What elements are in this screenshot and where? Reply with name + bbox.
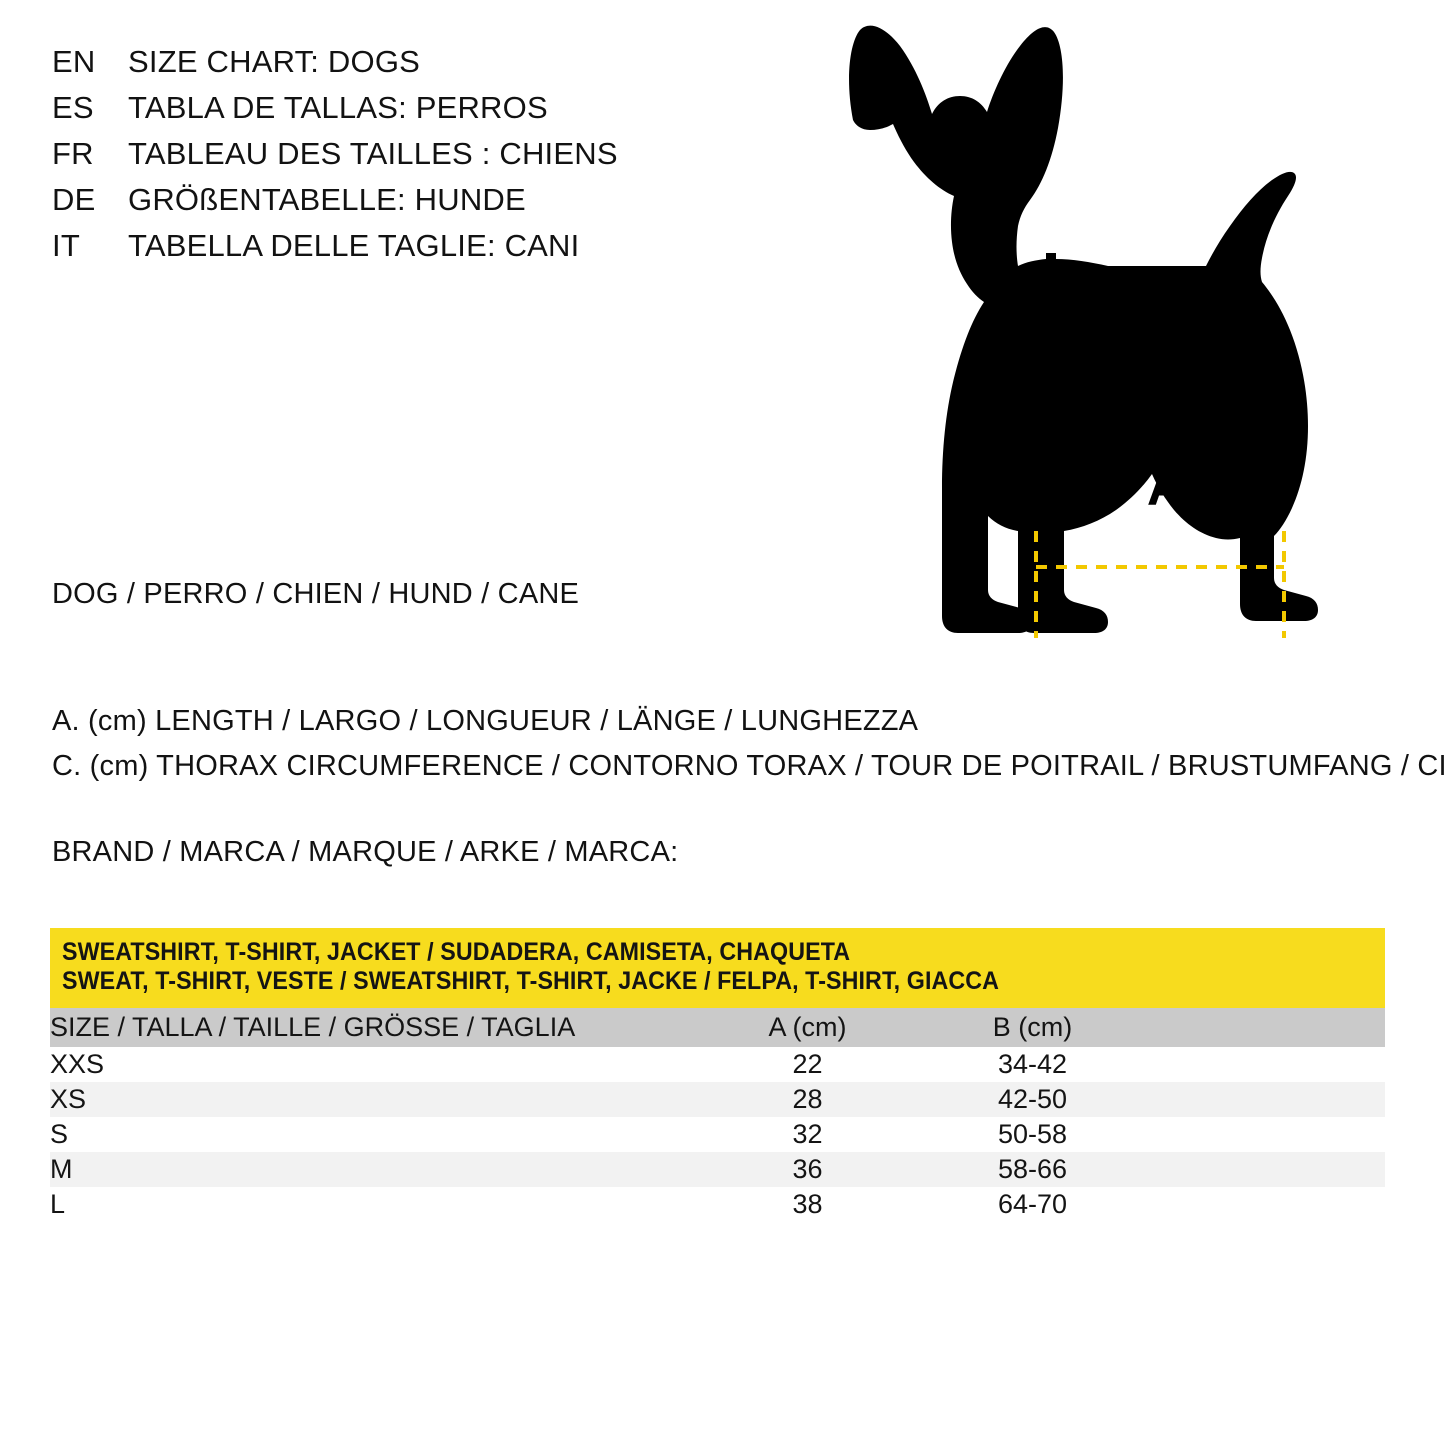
cell-a: 28	[792, 1084, 823, 1114]
language-row-en: EN SIZE CHART: DOGS	[52, 44, 812, 90]
size-table: SWEATSHIRT, T-SHIRT, JACKET / SUDADERA, …	[50, 928, 1385, 1222]
garment-type-banner: SWEATSHIRT, T-SHIRT, JACKET / SUDADERA, …	[50, 928, 1385, 1008]
cell-size: M	[50, 1154, 73, 1184]
table-row: XS 28 42-50	[50, 1082, 1385, 1117]
column-header-b: B (cm)	[992, 1012, 1073, 1042]
language-row-fr: FR TABLEAU DES TAILLES : CHIENS	[52, 136, 812, 182]
garment-banner-line-2: SWEAT, T-SHIRT, VESTE / SWEATSHIRT, T-SH…	[62, 967, 1000, 995]
garment-banner-line-1: SWEATSHIRT, T-SHIRT, JACKET / SUDADERA, …	[62, 938, 851, 966]
table-row: L 38 64-70	[50, 1187, 1385, 1222]
cell-size: S	[50, 1119, 69, 1149]
language-code-it: IT	[52, 228, 80, 263]
dog-measurement-diagram: A B	[820, 18, 1420, 638]
cell-b: 34-42	[997, 1049, 1068, 1079]
table-row: XXS 22 34-42	[50, 1047, 1385, 1082]
cell-b: 64-70	[997, 1189, 1068, 1219]
language-code-fr: FR	[52, 136, 94, 171]
language-code-de: DE	[52, 182, 96, 217]
measurement-a-label: A. (cm) LENGTH / LARGO / LONGUEUR / LÄNG…	[52, 705, 919, 737]
language-row-es: ES TABLA DE TALLAS: PERROS	[52, 90, 812, 136]
diagram-label-a: A	[1147, 458, 1185, 517]
cell-spacer	[1145, 1187, 1385, 1222]
cell-a: 36	[792, 1154, 823, 1184]
cell-b: 50-58	[997, 1119, 1068, 1149]
cell-b: 42-50	[997, 1084, 1068, 1114]
cell-spacer	[1145, 1117, 1385, 1152]
brand-label: BRAND / MARCA / MARQUE / ARKE / MARCA:	[52, 836, 679, 868]
dog-silhouette-icon	[849, 25, 1318, 634]
cell-a: 32	[792, 1119, 823, 1149]
column-header-spacer	[1145, 1008, 1385, 1047]
language-title-it: TABELLA DELLE TAGLIE: CANI	[128, 228, 580, 263]
cell-a: 22	[792, 1049, 823, 1079]
language-row-de: DE GRÖßENTABELLE: HUNDE	[52, 182, 812, 228]
language-title-block: EN SIZE CHART: DOGS ES TABLA DE TALLAS: …	[52, 44, 812, 274]
cell-size: L	[50, 1189, 66, 1219]
table-row: M 36 58-66	[50, 1152, 1385, 1187]
column-header-a: A (cm)	[768, 1012, 847, 1042]
cell-size: XXS	[50, 1049, 105, 1079]
language-code-es: ES	[52, 90, 94, 125]
language-title-es: TABLA DE TALLAS: PERROS	[128, 90, 548, 125]
language-row-it: IT TABELLA DELLE TAGLIE: CANI	[52, 228, 812, 274]
language-code-en: EN	[52, 44, 96, 79]
cell-spacer	[1145, 1047, 1385, 1082]
table-header-row: SIZE / TALLA / TAILLE / GRÖSSE / TAGLIA …	[50, 1008, 1385, 1047]
language-title-fr: TABLEAU DES TAILLES : CHIENS	[128, 136, 618, 171]
table-row: S 32 50-58	[50, 1117, 1385, 1152]
length-measure-bracket	[1034, 531, 1286, 638]
cell-spacer	[1145, 1082, 1385, 1117]
size-table-grid: SIZE / TALLA / TAILLE / GRÖSSE / TAGLIA …	[50, 1008, 1385, 1222]
cell-spacer	[1145, 1152, 1385, 1187]
column-header-size: SIZE / TALLA / TAILLE / GRÖSSE / TAGLIA	[50, 1012, 576, 1042]
cell-b: 58-66	[997, 1154, 1068, 1184]
cell-a: 38	[792, 1189, 823, 1219]
animal-type-label: DOG / PERRO / CHIEN / HUND / CANE	[52, 578, 580, 610]
cell-size: XS	[50, 1084, 87, 1114]
language-title-de: GRÖßENTABELLE: HUNDE	[128, 182, 526, 217]
measurement-c-label: C. (cm) THORAX CIRCUMFERENCE / CONTORNO …	[52, 750, 1445, 782]
language-title-en: SIZE CHART: DOGS	[128, 44, 421, 79]
